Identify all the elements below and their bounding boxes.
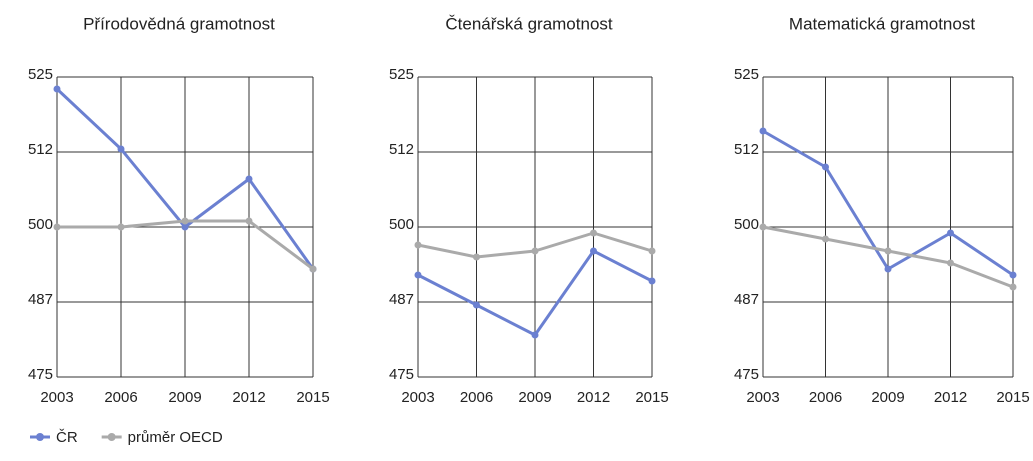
point xyxy=(648,247,656,255)
point xyxy=(822,235,829,243)
x-tick-label: 2009 xyxy=(168,389,201,406)
x-tick-label: 2012 xyxy=(934,389,967,406)
point xyxy=(759,223,767,231)
legend-swatch xyxy=(107,433,116,441)
x-tick-label: 2015 xyxy=(996,389,1029,406)
point xyxy=(245,175,253,183)
y-tick-label: 525 xyxy=(389,66,414,83)
point xyxy=(309,265,317,273)
point xyxy=(53,223,61,231)
y-tick-label: 500 xyxy=(28,216,53,233)
point xyxy=(947,229,954,237)
x-tick-label: 2006 xyxy=(809,389,842,406)
y-tick-label: 475 xyxy=(28,366,53,383)
point xyxy=(53,85,61,93)
y-tick-label: 525 xyxy=(28,66,53,83)
y-tick-label: 475 xyxy=(389,366,414,383)
y-tick-label: 500 xyxy=(734,216,759,233)
point xyxy=(245,217,253,225)
y-tick-label: 487 xyxy=(389,291,414,308)
point xyxy=(117,145,125,153)
point xyxy=(822,163,829,171)
x-tick-label: 2003 xyxy=(40,389,73,406)
point xyxy=(884,265,892,273)
y-tick-label: 512 xyxy=(28,141,53,158)
x-tick-label: 2015 xyxy=(296,389,329,406)
legend-label: průměr OECD xyxy=(128,429,223,446)
point xyxy=(1009,271,1017,279)
x-tick-label: 2009 xyxy=(871,389,904,406)
point xyxy=(590,247,597,255)
x-tick-label: 2015 xyxy=(635,389,668,406)
legend-label: ČR xyxy=(56,429,78,446)
y-tick-label: 487 xyxy=(734,291,759,308)
point xyxy=(473,301,480,309)
point xyxy=(117,223,125,231)
point xyxy=(947,259,954,267)
x-tick-label: 2003 xyxy=(746,389,779,406)
point xyxy=(181,223,189,231)
legend-swatch xyxy=(36,433,44,441)
chart-title: Přírodovědná gramotnost xyxy=(83,14,275,33)
point xyxy=(648,277,656,285)
y-tick-label: 500 xyxy=(389,216,414,233)
x-tick-label: 2006 xyxy=(460,389,493,406)
point xyxy=(531,247,539,255)
x-tick-label: 2009 xyxy=(518,389,551,406)
point xyxy=(759,127,767,135)
y-tick-label: 512 xyxy=(734,141,759,158)
y-tick-label: 487 xyxy=(28,291,53,308)
chart-title: Matematická gramotnost xyxy=(789,14,975,33)
point xyxy=(531,331,539,339)
point xyxy=(473,253,480,261)
point xyxy=(590,229,597,237)
point xyxy=(181,217,189,225)
x-tick-label: 2012 xyxy=(577,389,610,406)
point xyxy=(414,241,422,249)
point xyxy=(414,271,422,279)
y-tick-label: 475 xyxy=(734,366,759,383)
x-tick-label: 2006 xyxy=(104,389,137,406)
y-tick-label: 525 xyxy=(734,66,759,83)
x-tick-label: 2012 xyxy=(232,389,265,406)
x-tick-label: 2003 xyxy=(401,389,434,406)
y-tick-label: 512 xyxy=(389,141,414,158)
point xyxy=(1009,283,1017,291)
chart-title: Čtenářská gramotnost xyxy=(445,14,613,33)
point xyxy=(884,247,892,255)
